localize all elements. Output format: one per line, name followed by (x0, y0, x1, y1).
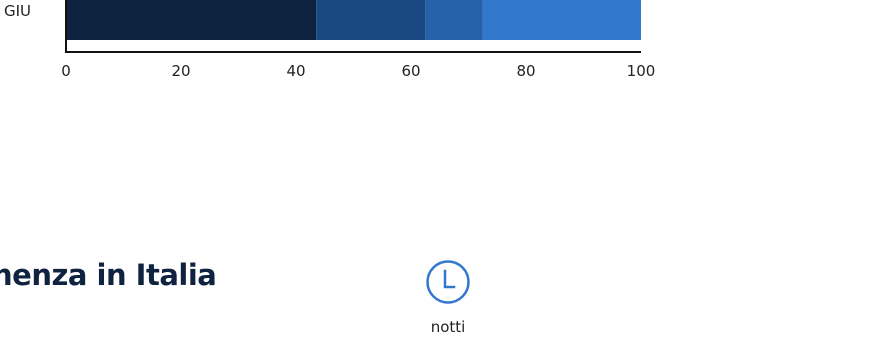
bar-segment-4 (482, 0, 641, 40)
x-tick-label: 40 (286, 62, 306, 80)
bar-segment-1 (66, 0, 317, 40)
category-label: GIU (4, 2, 32, 20)
bar-segment-3 (425, 0, 483, 40)
x-tick-label: 20 (171, 62, 191, 80)
stacked-bar-chart (65, 0, 641, 53)
clock-icon (426, 260, 470, 304)
bar-segment-2 (316, 0, 426, 40)
clock-label: notti (430, 318, 466, 336)
bar-segments (66, 0, 641, 40)
x-tick-label: 0 (61, 62, 71, 80)
x-tick-label: 100 (626, 62, 656, 80)
section-title: nenza in Italia (0, 258, 217, 292)
x-tick-label: 60 (401, 62, 421, 80)
x-tick-label: 80 (516, 62, 536, 80)
